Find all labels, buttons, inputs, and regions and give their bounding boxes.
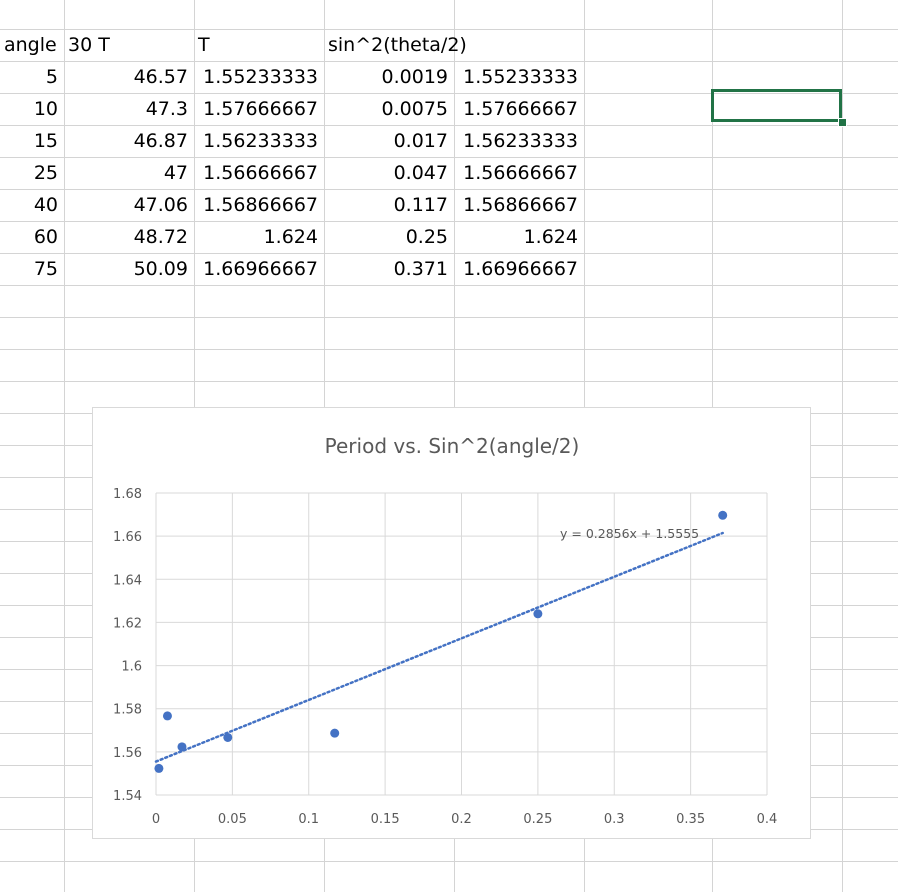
data-point xyxy=(533,609,543,619)
cell[interactable]: 47.06 xyxy=(133,194,188,216)
cell[interactable]: 0.017 xyxy=(393,130,448,152)
cell[interactable]: 1.56233333 xyxy=(463,130,578,152)
data-point xyxy=(177,742,187,752)
x-tick-label: 0.35 xyxy=(676,812,705,827)
cell[interactable]: 75 xyxy=(33,258,58,280)
data-point xyxy=(223,732,233,742)
cell[interactable]: 1.57666667 xyxy=(463,98,578,120)
y-tick-label: 1.56 xyxy=(113,746,142,761)
cell[interactable]: 48.72 xyxy=(133,226,188,248)
cell[interactable]: 1.55233333 xyxy=(203,66,318,88)
y-tick-label: 1.64 xyxy=(113,573,142,588)
cell[interactable]: 1.56866667 xyxy=(203,194,318,216)
cell[interactable]: 1.56866667 xyxy=(463,194,578,216)
x-tick-label: 0.2 xyxy=(451,812,472,827)
chart-title: Period vs. Sin^2(angle/2) xyxy=(325,434,580,458)
x-tick-label: 0.25 xyxy=(523,812,552,827)
x-tick-label: 0.4 xyxy=(757,812,778,827)
cell[interactable]: 1.57666667 xyxy=(203,98,318,120)
cell[interactable]: T xyxy=(198,34,210,56)
trendline xyxy=(154,531,724,763)
cell[interactable]: 60 xyxy=(33,226,58,248)
cell[interactable]: 10 xyxy=(33,98,58,120)
cell[interactable]: 46.87 xyxy=(133,130,188,152)
y-tick-label: 1.6 xyxy=(121,660,142,675)
scatter-chart[interactable]: Period vs. Sin^2(angle/2) 1.54 1.56 1.58 1.6… xyxy=(92,407,811,839)
cell[interactable]: 30 T xyxy=(68,34,110,56)
cell[interactable]: angle xyxy=(4,34,57,56)
trendline-equation: y = 0.2856x + 1.5555 xyxy=(560,526,699,541)
chart-plot: Period vs. Sin^2(angle/2) 1.54 1.56 1.58 1.6… xyxy=(113,434,778,827)
fill-handle[interactable] xyxy=(838,118,847,127)
x-tick-label: 0.1 xyxy=(298,812,319,827)
y-tick-label: 1.68 xyxy=(113,487,142,502)
cell[interactable]: 0.25 xyxy=(405,226,448,248)
cell[interactable]: 47 xyxy=(163,162,188,184)
cell[interactable]: 50.09 xyxy=(133,258,188,280)
x-tick-label: 0.05 xyxy=(218,812,247,827)
cell[interactable]: 0.047 xyxy=(393,162,448,184)
cell[interactable]: 0.371 xyxy=(393,258,448,280)
data-point xyxy=(718,510,728,520)
cell[interactable]: 15 xyxy=(33,130,58,152)
cell[interactable]: 1.55233333 xyxy=(463,66,578,88)
cell[interactable]: 40 xyxy=(33,194,58,216)
data-point xyxy=(330,728,340,738)
x-tick-label: 0.3 xyxy=(604,812,625,827)
x-tick-label: 0.15 xyxy=(371,812,400,827)
cell[interactable]: 1.56233333 xyxy=(203,130,318,152)
y-tick-label: 1.58 xyxy=(113,703,142,718)
cell[interactable]: 1.624 xyxy=(263,226,318,248)
y-tick-label: 1.62 xyxy=(113,616,142,631)
y-tick-label: 1.66 xyxy=(113,530,142,545)
cell[interactable]: 0.0019 xyxy=(381,66,448,88)
cell[interactable]: 25 xyxy=(33,162,58,184)
cell[interactable]: 46.57 xyxy=(133,66,188,88)
cell[interactable]: 1.66966667 xyxy=(203,258,318,280)
x-tick-label: 0 xyxy=(152,812,160,827)
cell[interactable]: 1.624 xyxy=(523,226,578,248)
data-point xyxy=(154,763,164,773)
cell[interactable]: 1.56666667 xyxy=(203,162,318,184)
y-tick-label: 1.54 xyxy=(113,789,142,804)
cell[interactable]: 47.3 xyxy=(145,98,188,120)
cell[interactable]: 1.56666667 xyxy=(463,162,578,184)
cell[interactable]: 1.66966667 xyxy=(463,258,578,280)
cell[interactable]: 0.117 xyxy=(393,194,448,216)
cell[interactable]: 5 xyxy=(45,66,58,88)
cell[interactable]: 0.0075 xyxy=(381,98,448,120)
selected-cell[interactable] xyxy=(711,89,842,122)
cell[interactable]: sin^2(theta/2) xyxy=(328,34,467,56)
data-point xyxy=(162,711,172,721)
